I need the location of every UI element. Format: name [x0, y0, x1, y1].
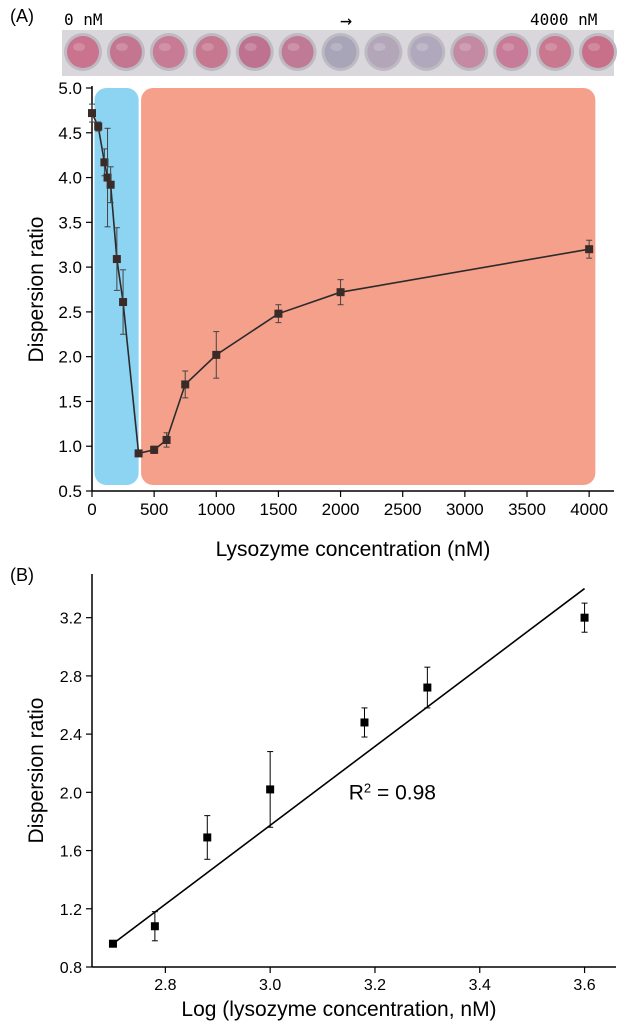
x-tick-label: 3.0: [259, 977, 281, 994]
well-highlight: [201, 43, 214, 51]
well: [281, 36, 314, 68]
panel-b-label: (B): [10, 565, 34, 585]
data-point: [103, 173, 112, 182]
well-highlight: [502, 43, 515, 51]
region-increase: [141, 88, 596, 485]
x-axis-label: Log (lysozyme concentration, nM): [181, 998, 496, 1021]
y-tick-label: 1.6: [60, 844, 82, 861]
well-highlight: [373, 43, 386, 51]
x-tick-label: 3.2: [364, 977, 386, 994]
x-tick-label: 2500: [384, 500, 422, 519]
data-point: [266, 785, 275, 794]
strip-right-label: 4000 nM: [530, 10, 598, 29]
data-point: [119, 298, 128, 307]
data-point: [108, 939, 117, 948]
x-tick-label: 3.6: [573, 977, 595, 994]
x-tick-label: 2.8: [154, 977, 176, 994]
y-tick-label: 4.5: [58, 124, 82, 143]
y-tick-label: 1.5: [58, 392, 82, 411]
y-tick-label: 2.8: [60, 669, 82, 686]
x-tick-label: 1500: [260, 500, 298, 519]
well: [410, 36, 443, 68]
x-tick-label: 3.4: [469, 977, 491, 994]
well: [195, 36, 228, 68]
x-axis-label: Lysozyme concentration (nM): [216, 538, 491, 561]
data-point: [181, 380, 190, 389]
y-tick-label: 2.0: [58, 348, 82, 367]
strip-arrow: →: [340, 8, 353, 32]
y-tick-label: 0.5: [58, 482, 82, 501]
y-tick-label: 3.2: [60, 611, 82, 628]
well: [367, 36, 400, 68]
well: [539, 36, 572, 68]
fit-line: [112, 587, 586, 945]
data-point: [212, 350, 221, 359]
well-highlight: [459, 43, 472, 51]
y-axis-label: Dispersion ratio: [25, 698, 48, 844]
x-tick-label: 3500: [508, 500, 546, 519]
y-tick-label: 1.2: [60, 902, 82, 919]
data-point: [423, 683, 432, 692]
well-highlight: [588, 43, 600, 51]
well: [109, 36, 142, 68]
well: [67, 36, 99, 68]
well-highlight: [416, 43, 429, 51]
chart-a: 0.5 1.0 1.5 2.0 2.5 3.0 3.5 4.0 4.5 5.0 0 500 1000 15…: [25, 79, 614, 561]
y-tick-label: 2.4: [60, 727, 82, 744]
well-highlight: [287, 43, 300, 51]
x-tick-label: 2000: [322, 500, 360, 519]
y-tick-label: 3.0: [58, 258, 82, 277]
data-point: [106, 180, 115, 189]
well-highlight: [115, 43, 128, 51]
data-point: [94, 122, 103, 131]
y-tick-label: 3.5: [58, 213, 82, 232]
data-point: [88, 109, 96, 118]
well-highlight: [545, 43, 558, 51]
data-point: [150, 922, 159, 931]
well: [453, 36, 486, 68]
data-point: [100, 158, 109, 167]
well-highlight: [73, 43, 85, 51]
well: [324, 36, 357, 68]
r-squared-annotation: R2 = 0.98: [349, 780, 436, 805]
y-axis-label: Dispersion ratio: [25, 217, 48, 363]
x-tick-label: 1000: [197, 500, 235, 519]
data-point: [162, 435, 171, 444]
y-tick-label: 1.0: [58, 437, 82, 456]
x-tick-label: 500: [140, 500, 168, 519]
data-point: [336, 288, 345, 297]
y-tick-label: 5.0: [58, 79, 82, 98]
data-point: [360, 718, 369, 727]
x-tick-label: 3000: [446, 500, 484, 519]
data-point: [150, 445, 159, 454]
data-point: [112, 255, 121, 264]
well-highlight: [244, 43, 257, 51]
well-highlight: [158, 43, 171, 51]
x-tick-label: 0: [87, 500, 96, 519]
y-tick-label: 4.0: [58, 169, 82, 188]
data-point: [585, 245, 594, 254]
data-point: [134, 449, 143, 458]
strip-left-label: 0 nM: [64, 10, 103, 29]
well: [496, 36, 529, 68]
well: [152, 36, 185, 68]
well: [582, 36, 614, 68]
well-plate-strip: [62, 30, 617, 76]
well: [238, 36, 271, 68]
y-tick-label: 2.0: [60, 785, 82, 802]
well-highlight: [330, 43, 343, 51]
x-tick-label: 4000: [570, 500, 608, 519]
y-tick-label: 0.8: [60, 960, 82, 977]
panel-a-label: (A): [10, 6, 34, 26]
data-point: [203, 833, 212, 842]
data-point: [274, 309, 283, 318]
y-tick-label: 2.5: [58, 303, 82, 322]
data-point: [580, 613, 589, 622]
